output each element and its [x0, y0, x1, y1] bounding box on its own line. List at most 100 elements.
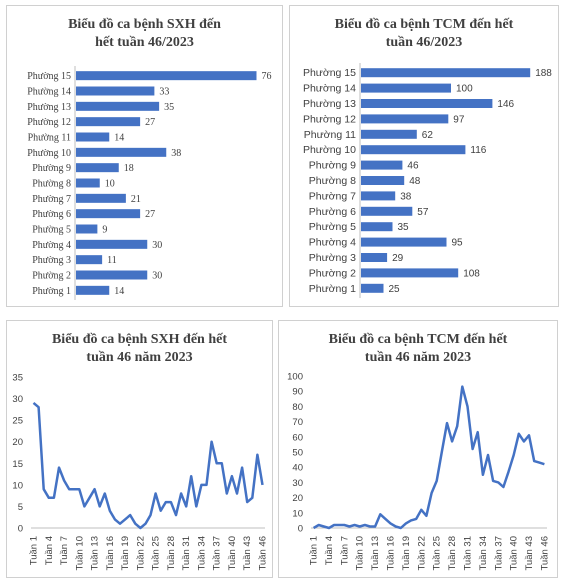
category-label: Phường 8	[309, 175, 356, 187]
bar	[76, 224, 98, 234]
x-tick-label: Tuần 1	[29, 536, 40, 565]
bar	[76, 117, 141, 127]
bar	[361, 160, 403, 170]
x-tick-label: Tuần 19	[120, 536, 131, 571]
y-tick-label: 40	[292, 463, 303, 474]
data-label: 38	[171, 148, 181, 159]
bar	[76, 86, 155, 96]
x-tick-label: Tuần 10	[355, 536, 366, 571]
category-label: Phường 14	[303, 83, 356, 95]
x-tick-label: Tuần 40	[509, 536, 520, 571]
data-label: 116	[470, 145, 486, 156]
y-tick-label: 90	[292, 387, 303, 398]
category-label: Phường 5	[309, 221, 356, 233]
x-tick-label: Tuần 46	[539, 536, 550, 571]
data-label: 35	[398, 222, 410, 233]
category-label: Phường 10	[303, 144, 356, 156]
data-label: 30	[152, 240, 162, 251]
x-tick-label: Tuần 31	[462, 536, 473, 571]
x-tick-label: Tuần 28	[447, 536, 458, 571]
bar	[361, 99, 493, 108]
category-label: Phường 12	[27, 117, 71, 128]
data-label: 18	[124, 163, 134, 174]
x-tick-label: Tuần 37	[212, 536, 223, 571]
data-label: 25	[389, 284, 401, 295]
data-label: 14	[114, 133, 124, 144]
chart-title: Biểu đồ ca bệnh SXH đến hết tuần 46/2023	[68, 17, 221, 50]
bar	[361, 253, 388, 262]
y-tick-label: 30	[292, 478, 303, 489]
bar	[76, 209, 141, 219]
category-label: Phường 10	[27, 148, 71, 159]
bar	[361, 283, 384, 293]
bar	[76, 285, 110, 295]
x-tick-label: Tuần 1	[309, 536, 320, 565]
bar	[76, 255, 103, 265]
y-tick-label: 60	[292, 432, 303, 443]
x-tick-label: Tuần 22	[416, 536, 427, 571]
x-tick-label: Tuần 16	[386, 536, 397, 571]
category-label: Phường 13	[27, 102, 71, 113]
bar	[76, 147, 167, 157]
data-label: 100	[456, 84, 473, 95]
x-tick-label: Tuần 13	[90, 536, 101, 571]
bar	[76, 163, 119, 173]
data-label: 95	[452, 238, 464, 249]
y-tick-label: 5	[18, 502, 23, 513]
series-line	[32, 401, 264, 530]
data-label: 76	[262, 71, 272, 82]
category-label: Phường 2	[309, 267, 356, 279]
x-tick-label: Tuần 46	[257, 536, 268, 571]
x-tick-label: Tuần 7	[59, 536, 70, 565]
category-label: Phường 11	[28, 133, 71, 144]
chart-title: Biểu đồ ca bệnh TCM đến hết tuần 46/2023	[334, 17, 514, 50]
chart-tcm-line-panel: Biểu đồ ca bệnh TCM đến hết tuần 46 năm …	[278, 320, 558, 578]
category-label: Phường 7	[32, 194, 71, 205]
bar	[361, 129, 417, 139]
data-label: 146	[497, 99, 514, 110]
y-tick-label: 100	[287, 372, 303, 383]
y-tick-label: 20	[292, 493, 303, 504]
x-tick-label: Tuần 13	[370, 536, 381, 571]
category-label: Phường 12	[303, 113, 356, 125]
data-label: 30	[152, 271, 162, 282]
category-label: Phường 15	[303, 67, 356, 79]
category-label: Phường 3	[309, 252, 356, 264]
bar	[76, 101, 160, 111]
x-tick-label: Tuần 40	[227, 536, 238, 571]
line-chart-sxh: 0 5 10 15 20 25 30 35 Tuần 1 Tuần 4 Tuần 7 Tuần 10 T…	[12, 373, 268, 571]
bar	[361, 83, 451, 93]
category-label: Phường 8	[32, 179, 71, 190]
bar	[76, 178, 100, 188]
y-tick-label: 10	[292, 508, 303, 519]
y-tick-label: 30	[12, 394, 23, 405]
bar	[361, 114, 449, 124]
data-label: 14	[114, 286, 124, 297]
bar-chart-tcm: Phường 15 188 Phường 14 100 Phường 13 146 Phườ…	[303, 63, 552, 298]
y-tick-label: 25	[12, 416, 23, 427]
y-tick-label: 70	[292, 417, 303, 428]
data-label: 10	[105, 179, 115, 190]
data-label: 46	[407, 161, 419, 172]
x-tick-label: Tuần 25	[151, 536, 162, 571]
chart-sxh-line-panel: Biểu đồ ca bệnh SXH đến hết tuần 46 năm …	[6, 320, 273, 578]
series-line	[312, 385, 545, 530]
category-label: Phường 11	[304, 129, 356, 141]
category-label: Phường 5	[32, 225, 71, 236]
data-label: 108	[463, 268, 480, 279]
x-tick-label: Tuần 25	[432, 536, 443, 571]
data-label: 33	[159, 87, 169, 98]
x-tick-label: Tuần 4	[44, 536, 55, 565]
x-tick-label: Tuần 28	[166, 536, 177, 571]
category-label: Phường 4	[32, 240, 71, 251]
bar	[361, 237, 447, 247]
bar	[361, 145, 466, 155]
data-label: 27	[145, 117, 155, 128]
category-label: Phường 6	[309, 206, 356, 218]
bar	[76, 239, 148, 249]
data-label: 62	[422, 130, 434, 141]
bar	[76, 193, 126, 203]
x-tick-label: Tuần 34	[478, 536, 489, 571]
y-tick-label: 15	[12, 459, 23, 470]
x-tick-label: Tuần 4	[324, 536, 335, 565]
